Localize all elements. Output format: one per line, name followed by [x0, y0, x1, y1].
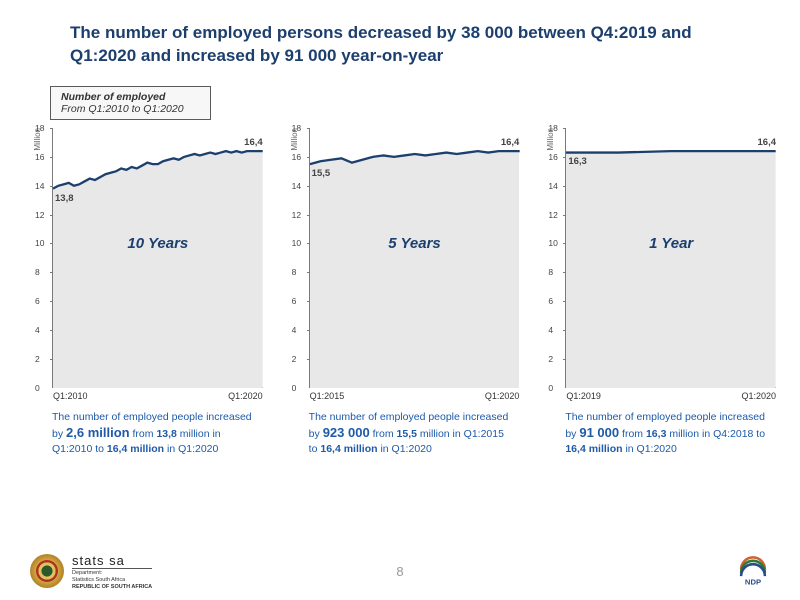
y-tick: 8 — [292, 267, 297, 277]
brand-text: stats sa — [72, 553, 152, 569]
x-end-label: Q1:2020 — [228, 391, 263, 401]
y-tick: 16 — [548, 152, 557, 162]
y-tick: 0 — [35, 383, 40, 393]
y-tick: 16 — [292, 152, 301, 162]
plot-area: Million2468101214161805 Years15,516,4Q1:… — [309, 128, 520, 388]
y-tick: 12 — [35, 210, 44, 220]
chart-panel-0: Million24681012141618010 Years13,816,4Q1… — [24, 128, 263, 456]
series-line — [566, 128, 776, 388]
y-tick: 6 — [548, 296, 553, 306]
period-label: 1 Year — [566, 235, 776, 252]
x-end-label: Q1:2020 — [741, 391, 776, 401]
subtitle-box: Number of employed From Q1:2010 to Q1:20… — [50, 86, 211, 120]
series-line — [53, 128, 263, 388]
y-tick: 2 — [292, 354, 297, 364]
plot-area: Million24681012141618010 Years13,816,4Q1… — [52, 128, 263, 388]
y-tick: 14 — [548, 181, 557, 191]
panel-caption: The number of employed people increased … — [52, 410, 259, 456]
y-tick: 18 — [548, 123, 557, 133]
period-label: 10 Years — [53, 235, 263, 252]
dept-line2: Statistics South Africa — [72, 577, 152, 583]
y-tick: 10 — [292, 238, 301, 248]
y-tick: 6 — [35, 296, 40, 306]
y-tick: 14 — [35, 181, 44, 191]
y-tick: 2 — [548, 354, 553, 364]
y-tick: 6 — [292, 296, 297, 306]
end-value-label: 16,4 — [758, 137, 777, 148]
y-tick: 0 — [292, 383, 297, 393]
y-tick: 4 — [292, 325, 297, 335]
page-number: 8 — [396, 564, 403, 579]
y-tick: 4 — [548, 325, 553, 335]
chart-panel-1: Million2468101214161805 Years15,516,4Q1:… — [281, 128, 520, 456]
dept-line1: Department: — [72, 570, 152, 576]
series-line — [310, 128, 520, 388]
start-value-label: 13,8 — [55, 193, 74, 204]
y-tick: 2 — [35, 354, 40, 364]
dept-line3: REPUBLIC OF SOUTH AFRICA — [72, 584, 152, 590]
charts-row: Million24681012141618010 Years13,816,4Q1… — [0, 120, 800, 456]
coat-of-arms-icon — [30, 554, 64, 588]
chart-panel-2: Million2468101214161801 Year16,316,4Q1:2… — [537, 128, 776, 456]
plot-area: Million2468101214161801 Year16,316,4Q1:2… — [565, 128, 776, 388]
y-tick: 18 — [292, 123, 301, 133]
footer: stats sa Department: Statistics South Af… — [0, 553, 800, 590]
end-value-label: 16,4 — [244, 137, 263, 148]
y-tick: 10 — [548, 238, 557, 248]
x-start-label: Q1:2010 — [53, 391, 88, 401]
y-tick: 10 — [35, 238, 44, 248]
y-tick: 0 — [548, 383, 553, 393]
start-value-label: 16,3 — [568, 156, 587, 167]
y-tick: 8 — [35, 267, 40, 277]
panel-caption: The number of employed people increased … — [309, 410, 516, 456]
x-start-label: Q1:2015 — [310, 391, 345, 401]
x-end-label: Q1:2020 — [485, 391, 520, 401]
svg-text:NDP: NDP — [745, 578, 761, 587]
start-value-label: 15,5 — [312, 168, 331, 179]
period-label: 5 Years — [310, 235, 520, 252]
y-tick: 18 — [35, 123, 44, 133]
y-tick: 4 — [35, 325, 40, 335]
brand-block: stats sa Department: Statistics South Af… — [72, 553, 152, 590]
y-tick: 16 — [35, 152, 44, 162]
y-tick: 12 — [548, 210, 557, 220]
y-tick: 14 — [292, 181, 301, 191]
page-title: The number of employed persons decreased… — [0, 0, 800, 78]
end-value-label: 16,4 — [501, 137, 520, 148]
y-tick: 12 — [292, 210, 301, 220]
x-start-label: Q1:2019 — [566, 391, 601, 401]
y-tick: 8 — [548, 267, 553, 277]
subtitle-line1: Number of employed — [61, 91, 184, 103]
subtitle-line2: From Q1:2010 to Q1:2020 — [61, 103, 184, 115]
panel-caption: The number of employed people increased … — [565, 410, 772, 456]
ndp-logo-icon: NDP — [736, 554, 770, 588]
